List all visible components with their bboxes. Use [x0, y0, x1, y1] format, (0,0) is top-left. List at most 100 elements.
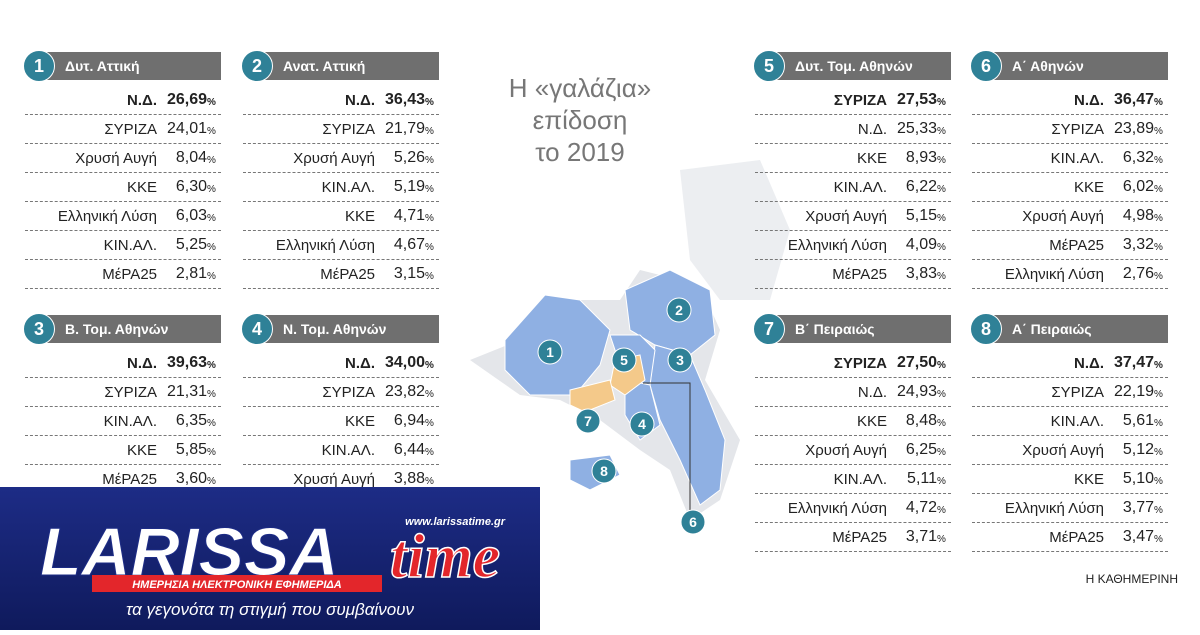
result-row: Χρυσή Αυγή 5,15%	[755, 202, 951, 231]
unit: %	[425, 125, 434, 137]
result-row: ΚΚΕ 6,30%	[25, 173, 221, 202]
district-header: 3 Β. Τομ. Αθηνών	[23, 313, 221, 345]
unit: %	[1154, 475, 1163, 487]
party: ΚΚΕ	[1073, 178, 1104, 196]
title: Η «γαλάζια» επίδοση το 2019	[480, 72, 680, 168]
percentage: 5,12	[1122, 441, 1154, 458]
party: ΚΙΝ.ΑΛ.	[833, 178, 887, 196]
percentage: 37,47	[1113, 354, 1154, 371]
percentage: 39,63	[166, 354, 207, 371]
party: Χρυσή Αυγή	[1022, 207, 1104, 225]
title-line: Η «γαλάζια»	[508, 73, 652, 103]
party: ΚΙΝ.ΑΛ.	[103, 236, 157, 254]
unit: %	[425, 183, 434, 195]
party: Ν.Δ.	[1074, 91, 1104, 109]
party: ΚΚΕ	[126, 441, 157, 459]
map-marker	[537, 339, 563, 365]
district-name: Β΄ Πειραιώς	[795, 321, 875, 337]
unit: %	[1154, 125, 1163, 137]
rows: ΣΥΡΙΖΑ 27,53% Ν.Δ. 25,33% ΚΚΕ 8,93% ΚΙΝ.ΑΛ. 6,2…	[755, 86, 951, 289]
party: Χρυσή Αυγή	[293, 470, 375, 488]
percentage: 36,43	[384, 91, 425, 108]
percentage: 6,25	[905, 441, 937, 458]
district-header: 6 Α΄ Αθηνών	[970, 50, 1168, 82]
district-table: 8 Α΄ Πειραιώς Ν.Δ. 37,47% ΣΥΡΙΖΑ 22,19% ΚΙΝ.ΑΛ…	[970, 313, 1168, 552]
result-row: ΣΥΡΙΖΑ 27,53%	[755, 86, 951, 115]
party: ΣΥΡΙΖΑ	[833, 91, 887, 109]
map-label: 3	[676, 352, 684, 368]
result-row: ΣΥΡΙΖΑ 27,50%	[755, 349, 951, 378]
unit: %	[207, 183, 216, 195]
result-row: ΣΥΡΙΖΑ 21,79%	[243, 115, 439, 144]
result-row: ΚΙΝ.ΑΛ. 6,22%	[755, 173, 951, 202]
district-name: Δυτ. Τομ. Αθηνών	[795, 58, 913, 74]
district-table: 1 Δυτ. Αττική Ν.Δ. 26,69% ΣΥΡΙΖΑ 24,01% Χρυσή …	[23, 50, 221, 289]
result-row: ΚΙΝ.ΑΛ. 5,61%	[972, 407, 1168, 436]
party: Ελληνική Λύση	[1004, 499, 1104, 517]
party: ΜέΡΑ25	[102, 470, 157, 488]
result-row: ΜέΡΑ25 3,71%	[755, 523, 951, 552]
unit: %	[1154, 96, 1163, 108]
party: ΜέΡΑ25	[1049, 528, 1104, 546]
party: ΚΙΝ.ΑΛ.	[1050, 412, 1104, 430]
result-row: ΣΥΡΙΖΑ 23,82%	[243, 378, 439, 407]
district-number: 2	[241, 50, 273, 82]
map-marker	[666, 297, 692, 323]
rows: Ν.Δ. 37,47% ΣΥΡΙΖΑ 22,19% ΚΙΝ.ΑΛ. 5,61% Χρυσή …	[972, 349, 1168, 552]
percentage: 23,82	[384, 383, 425, 400]
party: ΚΚΕ	[856, 412, 887, 430]
result-row: ΚΙΝ.ΑΛ. 6,35%	[25, 407, 221, 436]
unit: %	[937, 417, 946, 429]
result-row: Ν.Δ. 36,43%	[243, 86, 439, 115]
percentage: 26,69	[166, 91, 207, 108]
unit: %	[937, 241, 946, 253]
district-table: 4 Ν. Τομ. Αθηνών Ν.Δ. 34,00% ΣΥΡΙΖΑ 23,82% ΚΚΕ…	[241, 313, 439, 494]
logo-slogan: τα γεγονότα τη στιγμή που συμβαίνουν	[126, 600, 415, 619]
district-header: 4 Ν. Τομ. Αθηνών	[241, 313, 439, 345]
percentage: 4,67	[393, 236, 425, 253]
result-row: Ελληνική Λύση 4,09%	[755, 231, 951, 260]
map-land	[680, 160, 790, 300]
party: ΜέΡΑ25	[320, 265, 375, 283]
party: Χρυσή Αυγή	[293, 149, 375, 167]
result-row: ΚΙΝ.ΑΛ. 6,32%	[972, 144, 1168, 173]
percentage: 3,83	[905, 265, 937, 282]
unit: %	[1154, 417, 1163, 429]
unit: %	[937, 533, 946, 545]
rows: Ν.Δ. 39,63% ΣΥΡΙΖΑ 21,31% ΚΙΝ.ΑΛ. 6,35% ΚΚΕ 5,8…	[25, 349, 221, 494]
party: ΣΥΡΙΖΑ	[322, 120, 375, 138]
rows: Ν.Δ. 36,47% ΣΥΡΙΖΑ 23,89% ΚΙΝ.ΑΛ. 6,32% ΚΚΕ 6,0…	[972, 86, 1168, 289]
district-table: 2 Ανατ. Αττική Ν.Δ. 36,43% ΣΥΡΙΖΑ 21,79% Χρυσή…	[241, 50, 439, 289]
result-row: Ελληνική Λύση 4,72%	[755, 494, 951, 523]
result-row: Χρυσή Αυγή 5,12%	[972, 436, 1168, 465]
unit: %	[425, 446, 434, 458]
party: Ν.Δ.	[127, 91, 157, 109]
unit: %	[425, 154, 434, 166]
unit: %	[1154, 504, 1163, 516]
party: Ελληνική Λύση	[275, 236, 375, 254]
result-row: ΜέΡΑ25 3,32%	[972, 231, 1168, 260]
district-number: 3	[23, 313, 55, 345]
source: Η ΚΑΘΗΜΕΡΙΝΗ	[1085, 572, 1178, 586]
district-number: 4	[241, 313, 273, 345]
party: ΚΚΕ	[1073, 470, 1104, 488]
percentage: 6,35	[175, 412, 207, 429]
unit: %	[1154, 270, 1163, 282]
rows: Ν.Δ. 34,00% ΣΥΡΙΖΑ 23,82% ΚΚΕ 6,94% ΚΙΝ.ΑΛ. 6,4…	[243, 349, 439, 494]
result-row: Χρυσή Αυγή 8,04%	[25, 144, 221, 173]
unit: %	[937, 212, 946, 224]
party: Ν.Δ.	[1074, 354, 1104, 372]
result-row: ΚΚΕ 6,94%	[243, 407, 439, 436]
percentage: 4,71	[393, 207, 425, 224]
region-7	[569, 379, 616, 413]
district-number: 1	[23, 50, 55, 82]
map-label: 6	[689, 514, 697, 530]
district-name: Α΄ Πειραιώς	[1012, 321, 1092, 337]
percentage: 2,76	[1122, 265, 1154, 282]
unit: %	[425, 212, 434, 224]
percentage: 3,47	[1122, 528, 1154, 545]
district-number: 7	[753, 313, 785, 345]
unit: %	[425, 475, 434, 487]
party: ΚΙΝ.ΑΛ.	[103, 412, 157, 430]
result-row: Ν.Δ. 37,47%	[972, 349, 1168, 378]
